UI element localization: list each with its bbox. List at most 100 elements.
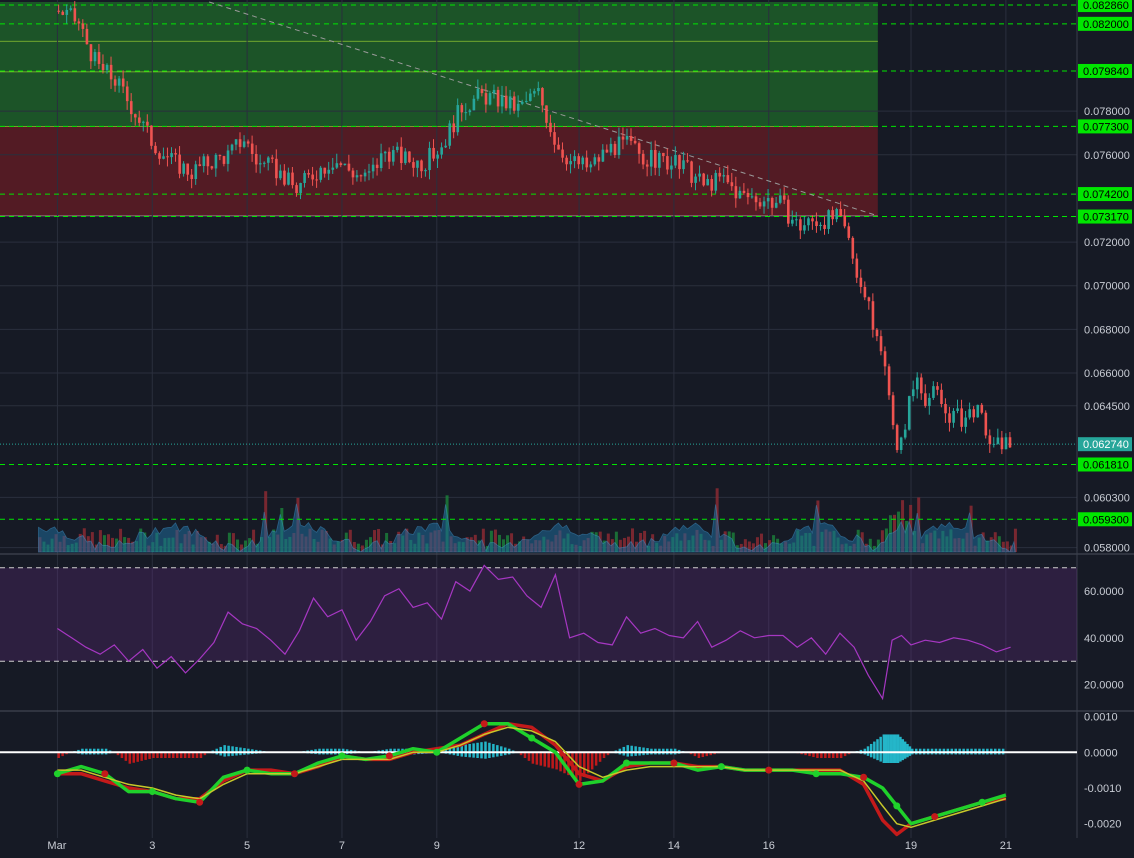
price-zone-1 — [0, 126, 878, 216]
price-tick-1: 0.076000 — [1084, 150, 1130, 162]
macd-hist-bar — [227, 745, 230, 757]
level-label-bg-4[interactable] — [1078, 187, 1132, 202]
level-label-bg-0[interactable] — [1078, 0, 1132, 13]
time-axis[interactable]: Mar 3 5 7 9 12 14 16 19 21 — [0, 838, 1134, 853]
candle-body — [710, 178, 714, 191]
candle-body — [952, 410, 955, 423]
candle-body — [920, 377, 923, 394]
candle-body — [916, 377, 919, 390]
macd-hist-bar — [590, 752, 594, 770]
candle-body — [557, 144, 560, 150]
candle-body — [492, 89, 496, 94]
macd-hist-bar — [156, 752, 159, 758]
level-label-bg-3[interactable] — [1078, 119, 1132, 134]
macd-hist-bar — [543, 752, 546, 767]
trendline[interactable] — [209, 1, 878, 217]
macd-hist-bar — [884, 734, 888, 763]
candle-body — [275, 158, 278, 179]
volume-bar — [643, 530, 647, 552]
candle-body — [581, 157, 585, 165]
macd-hist-bar — [835, 752, 839, 758]
volume-bar — [219, 544, 223, 552]
macd-hist-bar — [887, 734, 890, 763]
macd-hist-bar — [152, 752, 155, 758]
candle-body — [142, 121, 145, 123]
price-tick-0: 0.078000 — [1084, 106, 1130, 118]
macd-hist-bar — [626, 745, 629, 757]
candle-body — [424, 170, 427, 172]
price-axis[interactable]: 0.078000 0.076000 0.072000 0.070000 0.068000… — [1078, 0, 1132, 831]
time-tick-9: 21 — [1000, 840, 1012, 852]
macd-hist-bar — [175, 752, 179, 758]
macd-hist-bar — [187, 752, 191, 758]
volume-bar — [356, 543, 360, 552]
candle-body — [754, 196, 758, 203]
macd-hist-bar — [160, 752, 163, 758]
candle-body — [69, 8, 73, 10]
candle-body — [992, 443, 996, 445]
macd-hist-bar — [476, 742, 479, 758]
candle-body — [121, 78, 125, 87]
last-price-label-bg[interactable] — [1078, 437, 1132, 452]
volume-bar — [618, 539, 622, 552]
candle-body — [629, 136, 633, 141]
candle-body — [887, 366, 891, 396]
candle-body — [488, 93, 492, 105]
candle-body — [807, 218, 810, 226]
macd-cross-marker — [433, 748, 441, 756]
candle-body — [472, 98, 476, 111]
level-label-bg-5[interactable] — [1078, 209, 1132, 224]
macd-hist-bar — [492, 743, 495, 758]
level-label-bg-2[interactable] — [1078, 63, 1132, 78]
price-zone-0 — [0, 2, 878, 127]
level-label-7: 0.059300 — [1083, 514, 1129, 526]
time-tick-8: 19 — [905, 840, 917, 852]
macd-cross-marker — [978, 798, 986, 806]
candle-body — [605, 149, 609, 153]
candle-body — [851, 237, 855, 259]
candle-body — [408, 151, 411, 163]
price-tick-5: 0.066000 — [1084, 368, 1130, 380]
candle-body — [343, 163, 347, 166]
candle-body — [416, 160, 419, 168]
candle-body — [799, 219, 802, 231]
candle-body — [847, 226, 851, 238]
macd-cross-marker — [528, 734, 536, 742]
candle-body — [815, 221, 818, 227]
volume-bar — [364, 539, 368, 552]
trendline-line[interactable] — [209, 1, 878, 217]
candle-body — [404, 151, 407, 164]
candle-body — [468, 110, 472, 113]
price-tick-6: 0.064500 — [1084, 401, 1130, 413]
candle-body — [299, 182, 302, 193]
candle-body — [331, 167, 335, 170]
candle-body — [533, 91, 536, 94]
volume-bar — [90, 532, 94, 552]
candle-body — [722, 175, 726, 177]
candle-body — [387, 151, 391, 162]
level-label-bg-7[interactable] — [1078, 512, 1132, 527]
macd-cross-marker — [622, 759, 630, 767]
candle-body — [1004, 437, 1008, 450]
candle-body — [97, 52, 101, 64]
level-label-bg-6[interactable] — [1078, 457, 1132, 472]
candle-body — [565, 157, 568, 165]
macd-hist-bar — [195, 752, 199, 758]
macd-cross-marker — [243, 766, 251, 774]
candle-body — [129, 101, 133, 115]
price-zones — [0, 2, 878, 217]
candle-body — [174, 153, 177, 155]
candle-body — [242, 141, 246, 147]
level-label-bg-1[interactable] — [1078, 16, 1132, 31]
candlesticks — [57, 1, 1012, 455]
candle-body — [706, 178, 709, 186]
macd-cross-marker — [860, 773, 868, 781]
time-tick-4: 9 — [434, 840, 440, 852]
candle-body — [645, 164, 649, 167]
macd-hist-bar — [622, 746, 626, 756]
macd-hist-bar — [899, 736, 902, 762]
macd-hist-bar — [705, 752, 709, 757]
macd-hist-bar — [697, 752, 701, 758]
